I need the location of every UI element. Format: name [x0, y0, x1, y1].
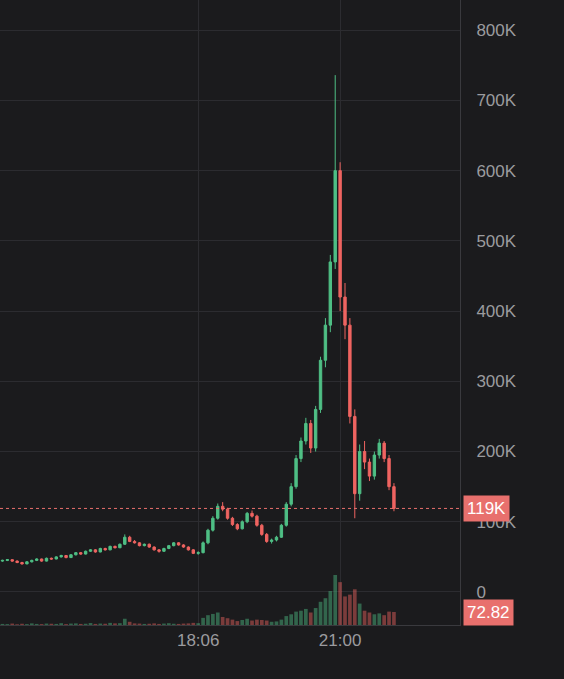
- svg-text:800K: 800K: [476, 21, 516, 40]
- svg-text:300K: 300K: [476, 372, 516, 391]
- svg-text:500K: 500K: [476, 232, 516, 251]
- svg-text:21:00: 21:00: [319, 631, 362, 650]
- svg-text:100K: 100K: [476, 513, 516, 532]
- svg-text:600K: 600K: [476, 162, 516, 181]
- svg-text:200K: 200K: [476, 442, 516, 461]
- svg-text:119K: 119K: [467, 499, 506, 518]
- svg-text:0: 0: [476, 583, 485, 602]
- svg-text:700K: 700K: [476, 91, 516, 110]
- svg-text:72.82: 72.82: [467, 603, 510, 622]
- svg-text:18:06: 18:06: [177, 631, 220, 650]
- svg-text:400K: 400K: [476, 302, 516, 321]
